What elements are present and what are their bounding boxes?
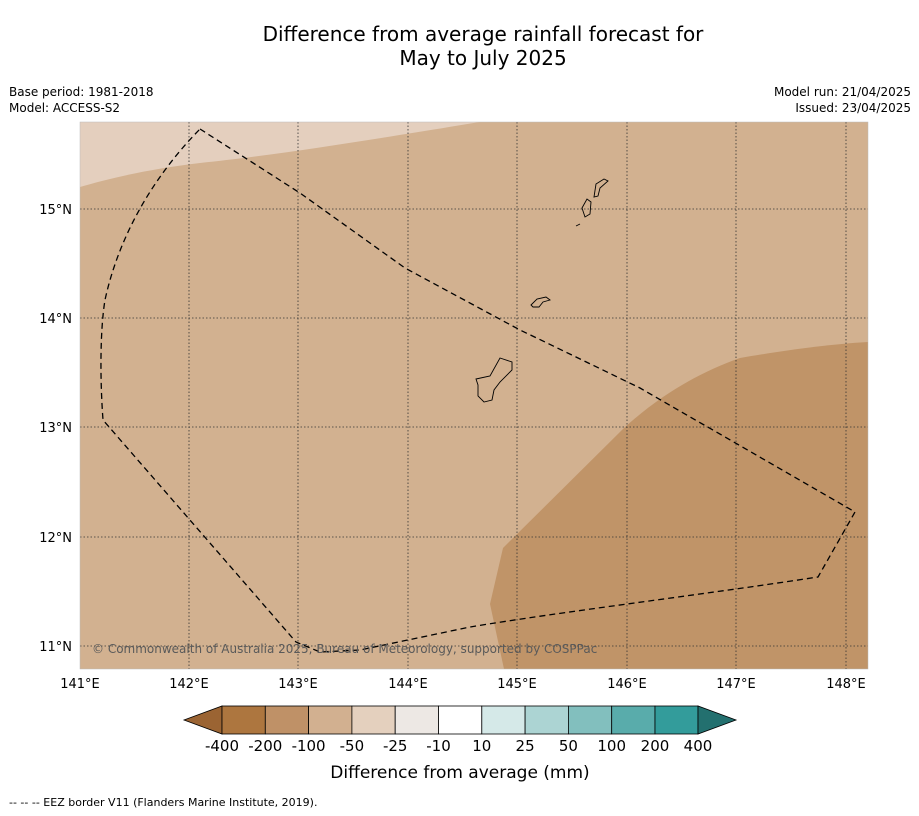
- colorbar-label: -400: [205, 737, 239, 755]
- meta-left: Base period: 1981-2018 Model: ACCESS-S2: [9, 84, 154, 116]
- colorbar-arrow-high: [697, 705, 738, 735]
- lat-label: 15°N: [39, 203, 72, 218]
- footer-source-note: -- -- -- EEZ border V11 (Flanders Marine…: [9, 796, 318, 809]
- colorbar-label: 400: [684, 737, 713, 755]
- meta-right: Model run: 21/04/2025 Issued: 23/04/2025: [774, 84, 911, 116]
- gridlines: [80, 122, 868, 669]
- region-dark: [490, 342, 868, 669]
- lon-label: 144°E: [388, 677, 428, 692]
- colorbar-segment: [221, 705, 266, 735]
- lon-label: 147°E: [716, 677, 756, 692]
- region-light: [80, 122, 480, 187]
- chart-title: Difference from average rainfall forecas…: [0, 22, 919, 70]
- colorbar-title: Difference from average (mm): [330, 763, 589, 783]
- colorbar-segment: [394, 705, 439, 735]
- colorbar-label: -200: [248, 737, 282, 755]
- colorbar-segment: [264, 705, 309, 735]
- map-frame: [79, 121, 869, 670]
- base-period-text: Base period: 1981-2018: [9, 85, 154, 99]
- colorbar-label: -25: [383, 737, 408, 755]
- eez-border: [100, 128, 856, 653]
- island-guam: [475, 357, 513, 403]
- lon-label: 143°E: [278, 677, 318, 692]
- map-panel: © Commonwealth of Australia 2025, Bureau…: [80, 122, 868, 669]
- colorbar-segment: [524, 705, 569, 735]
- lon-label: 146°E: [607, 677, 647, 692]
- colorbar: [182, 705, 738, 735]
- colorbar-segment: [611, 705, 656, 735]
- lon-label: 141°E: [60, 677, 100, 692]
- lon-label: 142°E: [169, 677, 209, 692]
- lat-label: 11°N: [39, 640, 72, 655]
- island-saipan: [593, 178, 609, 198]
- island-aguijan: [575, 223, 581, 227]
- colorbar-arrow-low: [182, 705, 223, 735]
- colorbar-label: -10: [426, 737, 451, 755]
- colorbar-label: 10: [472, 737, 491, 755]
- colorbar-label: -50: [340, 737, 365, 755]
- longitude-labels: 141°E 142°E 143°E 144°E 145°E 146°E 147°…: [60, 677, 866, 692]
- colorbar-segment: [351, 705, 396, 735]
- title-line-1: Difference from average rainfall forecas…: [262, 22, 704, 46]
- island-rota: [530, 296, 551, 308]
- lat-label: 13°N: [39, 421, 72, 436]
- copyright-text: © Commonwealth of Australia 2025, Bureau…: [92, 642, 597, 656]
- colorbar-segment: [481, 705, 526, 735]
- colorbar-segment: [654, 705, 699, 735]
- colorbar-label: -100: [292, 737, 326, 755]
- lat-label: 12°N: [39, 531, 72, 546]
- lon-label: 148°E: [826, 677, 866, 692]
- colorbar-segment: [438, 705, 483, 735]
- colorbar-labels: -400 -200 -100 -50 -25 -10 10 25 50 100 …: [205, 737, 712, 755]
- colorbar-segment: [568, 705, 613, 735]
- colorbar-label: 100: [597, 737, 626, 755]
- island-tinian: [581, 198, 592, 218]
- latitude-labels: 15°N 14°N 13°N 12°N 11°N: [39, 203, 72, 655]
- colorbar-label: 50: [559, 737, 578, 755]
- issued-text: Issued: 23/04/2025: [795, 101, 911, 115]
- model-run-text: Model run: 21/04/2025: [773, 85, 911, 99]
- islands: [475, 178, 609, 403]
- colorbar-label: 25: [516, 737, 535, 755]
- colorbar-segment: [308, 705, 353, 735]
- title-line-2: May to July 2025: [399, 46, 567, 70]
- model-text: Model: ACCESS-S2: [9, 101, 121, 115]
- colorbar-label: 200: [641, 737, 670, 755]
- lat-label: 14°N: [39, 312, 72, 327]
- lon-label: 145°E: [497, 677, 537, 692]
